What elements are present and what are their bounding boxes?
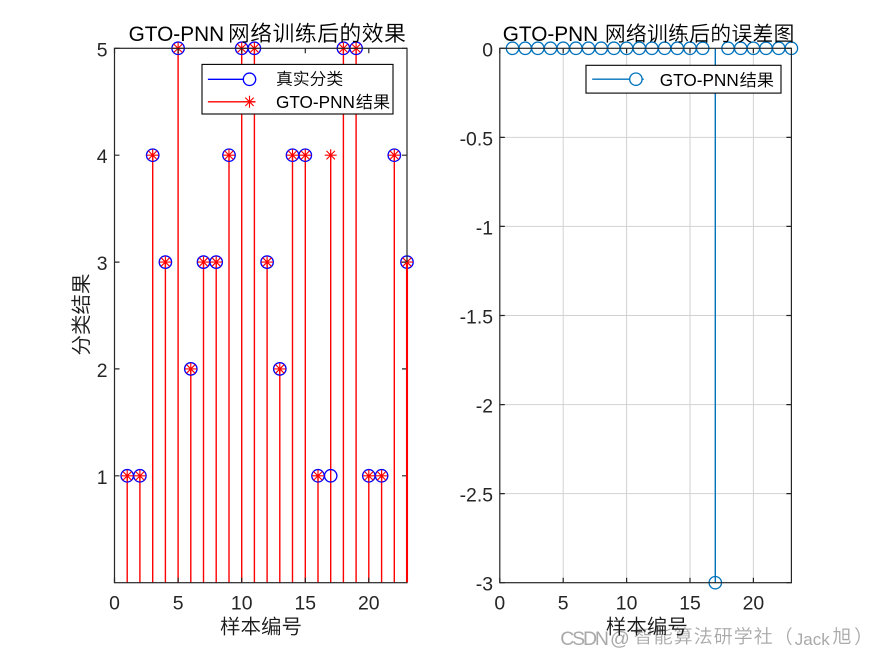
svg-text:-1: -1	[476, 217, 493, 239]
svg-text:5: 5	[97, 39, 108, 61]
svg-text:CSDN @: CSDN @	[560, 628, 629, 650]
svg-text:20: 20	[743, 593, 765, 615]
svg-text:-3: -3	[476, 574, 493, 596]
svg-text:15: 15	[679, 593, 701, 615]
svg-text:0: 0	[494, 593, 505, 615]
svg-text:-0.5: -0.5	[460, 128, 493, 150]
svg-text:20: 20	[358, 593, 380, 615]
svg-text:1: 1	[97, 467, 108, 489]
svg-text:15: 15	[295, 593, 317, 615]
svg-text:0: 0	[109, 593, 120, 615]
svg-text:-1.5: -1.5	[460, 307, 493, 329]
svg-text:GTO-PNN: GTO-PNN	[129, 23, 225, 46]
svg-text:-2: -2	[476, 396, 493, 418]
svg-text:-2.5: -2.5	[460, 485, 493, 507]
svg-text:GTO-PNN: GTO-PNN	[503, 23, 599, 46]
svg-text:5: 5	[173, 593, 184, 615]
svg-text:GTO-PNN: GTO-PNN	[660, 70, 739, 90]
svg-text:10: 10	[231, 593, 253, 615]
svg-text:3: 3	[97, 253, 108, 275]
svg-text:2: 2	[97, 360, 108, 382]
svg-text:4: 4	[97, 146, 108, 168]
svg-text:5: 5	[558, 593, 569, 615]
svg-text:Jack: Jack	[795, 630, 830, 649]
svg-text:GTO-PNN: GTO-PNN	[276, 92, 355, 112]
svg-text:10: 10	[616, 593, 638, 615]
svg-text:0: 0	[482, 39, 493, 61]
